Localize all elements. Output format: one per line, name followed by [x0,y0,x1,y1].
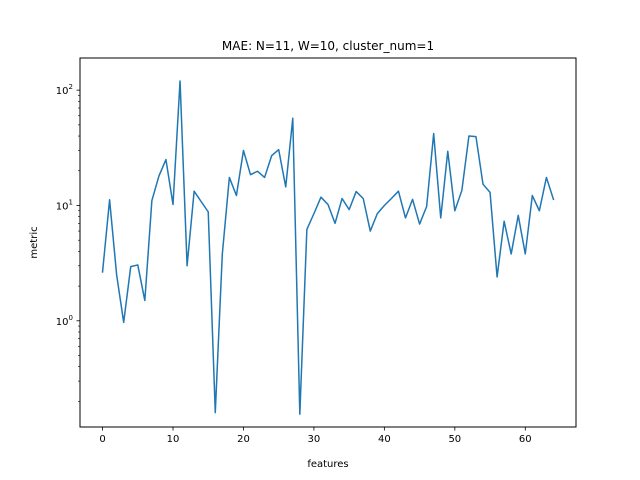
x-tick-label: 60 [519,434,532,445]
y-tick-label: 101 [56,198,73,212]
axes-frame [79,57,577,428]
x-tick-label: 50 [448,434,461,445]
x-axis: 0 10 20 30 40 50 60 [99,427,532,445]
x-tick-label: 40 [378,434,391,445]
y-axis-label: metric [29,226,40,258]
x-axis-label: features [307,459,348,470]
chart-title: MAE: N=11, W=10, cluster_num=1 [222,39,434,53]
x-tick-label: 30 [308,434,321,445]
y-tick-label: 102 [56,83,73,97]
y-tick-label: 100 [56,314,73,328]
x-tick-label: 0 [99,434,105,445]
x-tick-label: 20 [237,434,250,445]
x-tick-label: 10 [167,434,180,445]
y-axis: 100 101 102 [56,83,80,402]
plot-area [101,80,555,415]
